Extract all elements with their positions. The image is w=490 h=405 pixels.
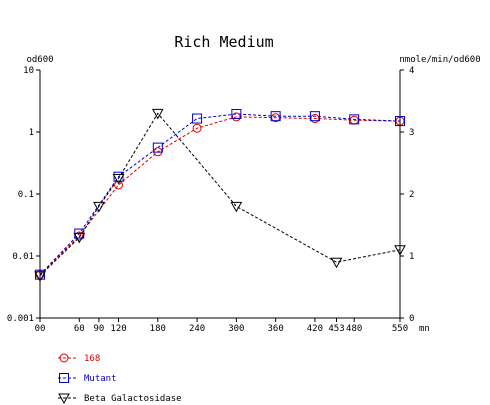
x-tick-label: 420 xyxy=(307,324,323,334)
data-point-square xyxy=(231,109,242,120)
data-point-circle xyxy=(192,123,202,133)
series-line-square xyxy=(39,113,401,276)
x-tick-label: 453 xyxy=(328,324,344,334)
x-tick-label: 360 xyxy=(268,324,284,334)
y-left-label: od600 xyxy=(26,55,53,65)
legend-label: 168 xyxy=(84,354,100,364)
y-left-tick-label: 0.1 xyxy=(18,190,34,200)
data-point-square xyxy=(192,113,203,124)
legend-marker xyxy=(58,393,70,405)
x-tick-label: 480 xyxy=(346,324,362,334)
data-point-square xyxy=(349,114,360,125)
data-point-circle xyxy=(114,180,124,190)
data-point-square xyxy=(35,269,45,280)
chart-title: Rich Medium xyxy=(174,33,273,51)
series-line-circle xyxy=(39,116,401,276)
y-right-tick-label: 1 xyxy=(409,252,414,262)
y-left-tick-label: 10 xyxy=(23,66,34,76)
x-tick-label: 00 xyxy=(35,324,46,334)
data-point-triangle-down xyxy=(151,108,164,120)
y-left-tick-label: 0.001 xyxy=(7,314,34,324)
x-tick-label: 240 xyxy=(189,324,205,334)
data-point-square xyxy=(395,116,405,127)
data-point-triangle-down xyxy=(394,245,406,256)
data-point-square xyxy=(152,142,163,153)
y-right-tick-label: 0 xyxy=(409,314,414,324)
x-tick-label: 60 xyxy=(74,324,85,334)
x-tick-label: 120 xyxy=(110,324,126,334)
legend-label: Beta Galactosidase xyxy=(84,394,182,404)
data-point-triangle-down xyxy=(34,271,46,282)
y-right-tick-label: 3 xyxy=(409,128,414,138)
data-point-square xyxy=(113,171,124,182)
data-point-triangle-down xyxy=(112,174,125,185)
y-right-tick-label: 2 xyxy=(409,190,414,200)
legend-marker xyxy=(59,373,69,383)
y-left-tick-label: 1 xyxy=(29,128,34,138)
data-point-square xyxy=(309,111,320,122)
data-point-triangle-down xyxy=(330,257,343,269)
series-line-triangle-down xyxy=(39,112,401,277)
legend-label: Mutant xyxy=(84,374,117,384)
x-unit-label: mn xyxy=(419,324,430,334)
x-tick-label: 300 xyxy=(228,324,244,334)
data-point-triangle-down xyxy=(93,201,105,213)
x-tick-label: 90 xyxy=(93,324,104,334)
data-point-triangle-down xyxy=(230,201,243,213)
y-right-tick-label: 4 xyxy=(409,66,414,76)
x-tick-label: 550 xyxy=(392,324,408,334)
x-tick-label: 180 xyxy=(150,324,166,334)
data-point-square xyxy=(270,111,281,122)
y-left-tick-label: 0.01 xyxy=(12,252,34,262)
y-right-label: nmole/min/od600 xyxy=(399,55,480,65)
legend-marker xyxy=(59,353,69,363)
data-point-triangle-down xyxy=(73,232,86,244)
